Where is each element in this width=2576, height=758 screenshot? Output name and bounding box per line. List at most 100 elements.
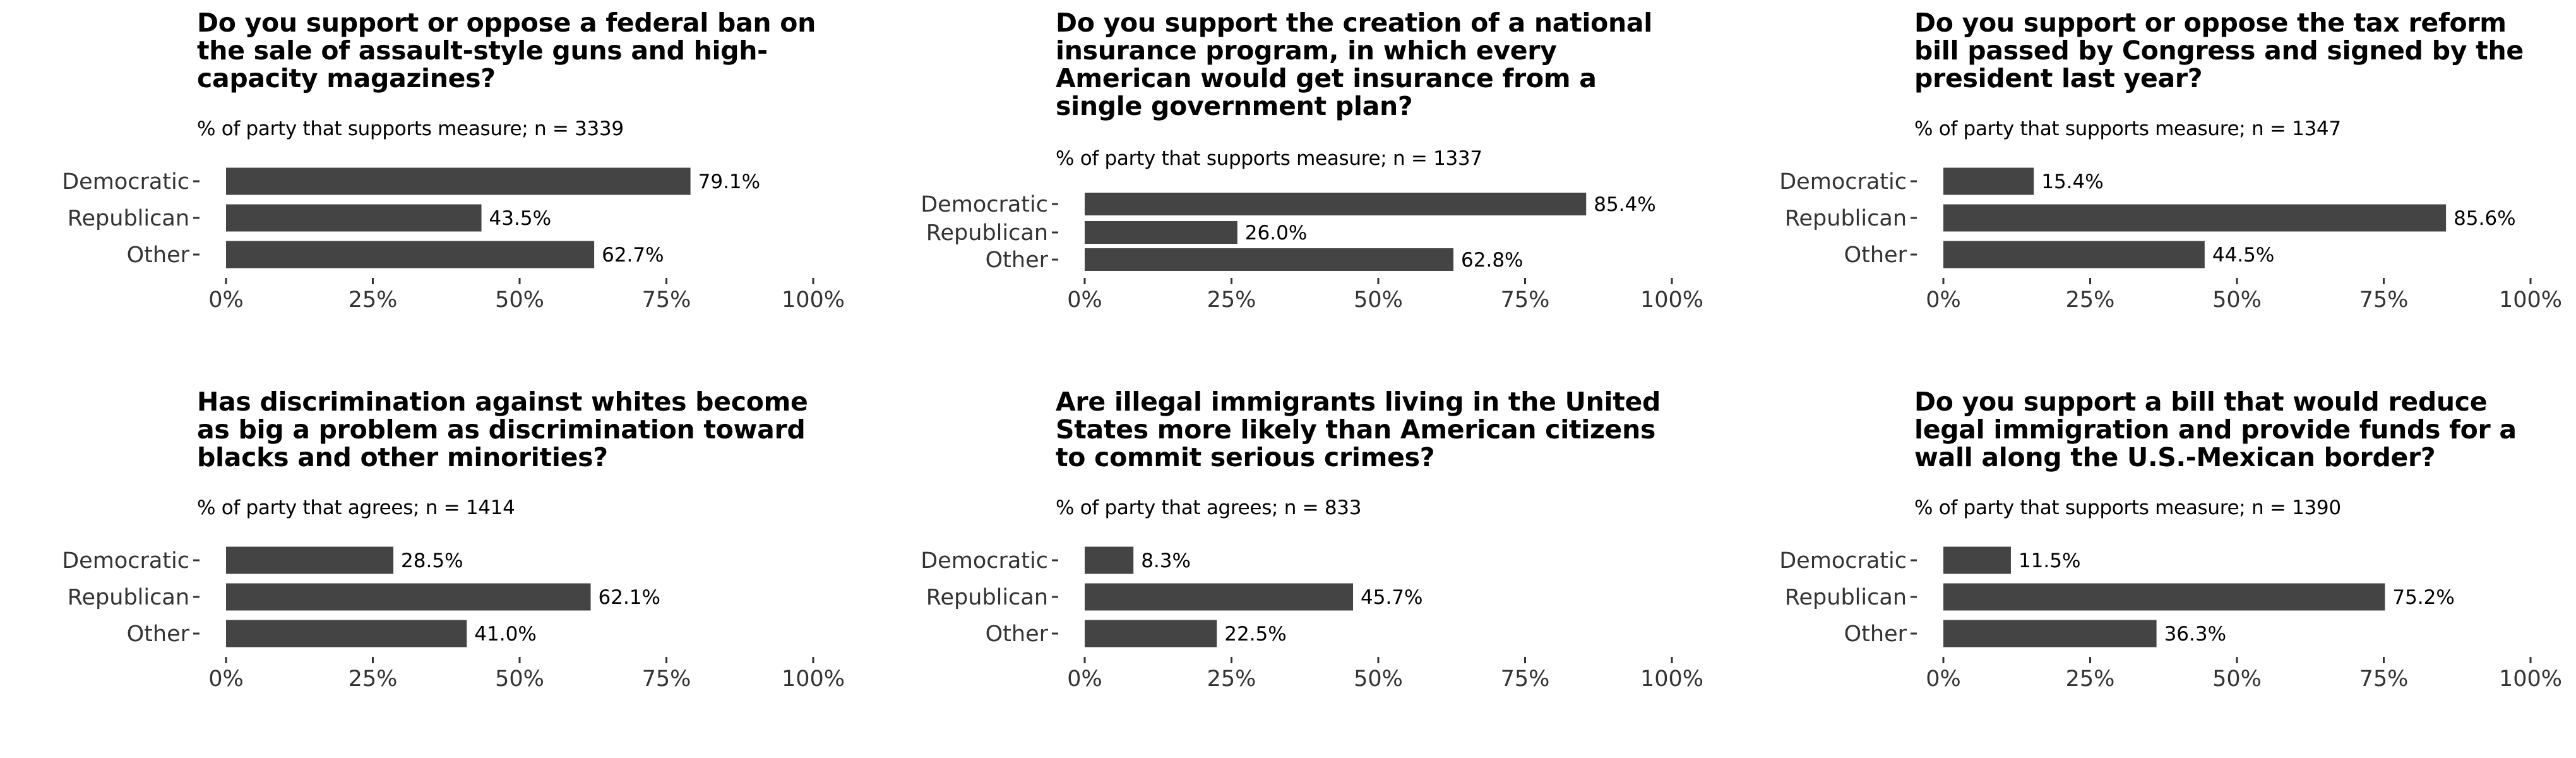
x-tick-label: 0% (1926, 666, 1961, 692)
value-label: 62.8% (1461, 249, 1523, 272)
value-label: 36.3% (2164, 623, 2226, 646)
x-tick-label: 25% (1207, 287, 1256, 313)
chart-title: Do you support or oppose a federal ban o… (197, 8, 816, 93)
category-label: Republican (1785, 206, 1907, 231)
value-label: 62.7% (602, 244, 664, 267)
category-label: Democratic (921, 192, 1048, 217)
chart-subtitle: % of party that supports measure; n = 33… (197, 117, 624, 140)
chart-panel-2: Do you support the creation of a nationa… (859, 0, 1717, 758)
value-label: 62.1% (599, 586, 660, 609)
value-label: 44.5% (2212, 244, 2274, 267)
x-tick-label: 100% (2499, 666, 2562, 692)
value-label: 26.0% (1245, 222, 1307, 244)
x-tick-label: 25% (2066, 287, 2115, 313)
x-tick-label: 0% (1067, 666, 1102, 692)
bar (1085, 620, 1217, 647)
bar (226, 241, 595, 268)
value-label: 43.5% (489, 207, 551, 230)
x-tick-label: 100% (782, 666, 845, 692)
bar-chart: Democratic 8.3% Republican 45.7% Other 22.5% 0… (921, 546, 1703, 692)
value-label: 11.5% (2018, 550, 2080, 572)
x-tick-label: 100% (2499, 287, 2562, 313)
bar (1085, 583, 1354, 611)
category-label: Other (127, 622, 190, 647)
x-tick-label: 25% (2066, 666, 2115, 692)
value-label: 75.2% (2392, 586, 2454, 609)
bar (1943, 241, 2205, 268)
value-label: 28.5% (401, 550, 463, 572)
x-tick-label: 25% (349, 287, 398, 313)
value-label: 79.1% (698, 171, 760, 193)
chart-subtitle: % of party that supports measure; n = 13… (1914, 496, 2341, 519)
bar (1085, 193, 1587, 215)
category-label: Other (1844, 622, 1907, 647)
chart-panel-4: Has discrimination against whites become… (0, 0, 859, 758)
chart-title: Do you support or oppose the tax reform … (1914, 8, 2524, 93)
category-label: Other (1844, 243, 1907, 268)
bar (1943, 204, 2447, 232)
bar-chart: Democratic 85.4% Republican 26.0% Other 62.8%… (921, 192, 1703, 313)
value-label: 22.5% (1224, 623, 1286, 646)
category-label: Republican (68, 206, 189, 231)
bar (226, 167, 691, 195)
x-tick-label: 100% (782, 287, 845, 313)
category-label: Republican (926, 585, 1048, 610)
category-label: Republican (68, 585, 189, 610)
x-tick-label: 25% (1207, 666, 1256, 692)
chart-title: Do you support the creation of a nationa… (1056, 8, 1653, 121)
bar-chart: Democratic 11.5% Republican 75.2% Other 36.3%… (1779, 546, 2562, 692)
bar (226, 204, 482, 232)
bar (1943, 167, 2034, 195)
x-tick-label: 75% (642, 666, 691, 692)
category-label: Democratic (62, 548, 189, 574)
category-label: Democratic (921, 548, 1048, 574)
category-label: Republican (926, 220, 1048, 246)
x-tick-label: 50% (495, 666, 544, 692)
value-label: 45.7% (1361, 586, 1422, 609)
bar (1943, 620, 2157, 647)
x-tick-label: 75% (1501, 666, 1550, 692)
category-label: Other (127, 243, 190, 268)
chart-subtitle: % of party that agrees; n = 1414 (197, 496, 515, 519)
bar-chart: Democratic 79.1% Republican 43.5% Other 62.7%… (62, 167, 845, 313)
chart-title: Do you support a bill that would reduce … (1914, 387, 2517, 472)
chart-title: Are illegal immigrants living in the Uni… (1056, 387, 1661, 472)
bar (1943, 583, 2385, 611)
chart-panel-1: Do you support or oppose a federal ban o… (0, 0, 859, 758)
x-tick-label: 100% (1640, 287, 1703, 313)
bar (1085, 546, 1134, 574)
x-tick-label: 50% (1354, 666, 1403, 692)
x-tick-label: 50% (2212, 666, 2262, 692)
x-tick-label: 0% (1067, 287, 1102, 313)
value-label: 85.6% (2454, 207, 2515, 230)
x-tick-label: 0% (208, 287, 244, 313)
category-label: Democratic (62, 169, 189, 195)
category-label: Other (986, 622, 1049, 647)
value-label: 41.0% (474, 623, 536, 646)
x-tick-label: 50% (1354, 287, 1403, 313)
value-label: 85.4% (1594, 193, 1655, 216)
x-tick-label: 75% (642, 287, 691, 313)
x-tick-label: 50% (2212, 287, 2262, 313)
category-label: Democratic (1779, 548, 1907, 574)
x-tick-label: 75% (1501, 287, 1550, 313)
chart-title: Has discrimination against whites become… (197, 387, 808, 472)
chart-panel-3: Do you support or oppose the tax reform … (1717, 0, 2576, 758)
bar (1943, 546, 2011, 574)
x-tick-label: 100% (1640, 666, 1703, 692)
category-label: Democratic (1779, 169, 1907, 195)
x-tick-label: 75% (2359, 666, 2409, 692)
x-tick-label: 25% (349, 666, 398, 692)
category-label: Republican (1785, 585, 1907, 610)
bar-chart: Democratic 15.4% Republican 85.6% Other 44.5%… (1779, 167, 2562, 313)
bar (226, 583, 591, 611)
bar (1085, 248, 1454, 271)
bar-chart: Democratic 28.5% Republican 62.1% Other 41.0%… (62, 546, 845, 692)
x-tick-label: 0% (208, 666, 244, 692)
bar (226, 620, 467, 647)
x-tick-label: 0% (1926, 287, 1961, 313)
x-tick-label: 75% (2359, 287, 2409, 313)
chart-subtitle: % of party that agrees; n = 833 (1056, 496, 1362, 519)
chart-panel-5: Are illegal immigrants living in the Uni… (859, 0, 1717, 758)
bar (226, 546, 394, 574)
